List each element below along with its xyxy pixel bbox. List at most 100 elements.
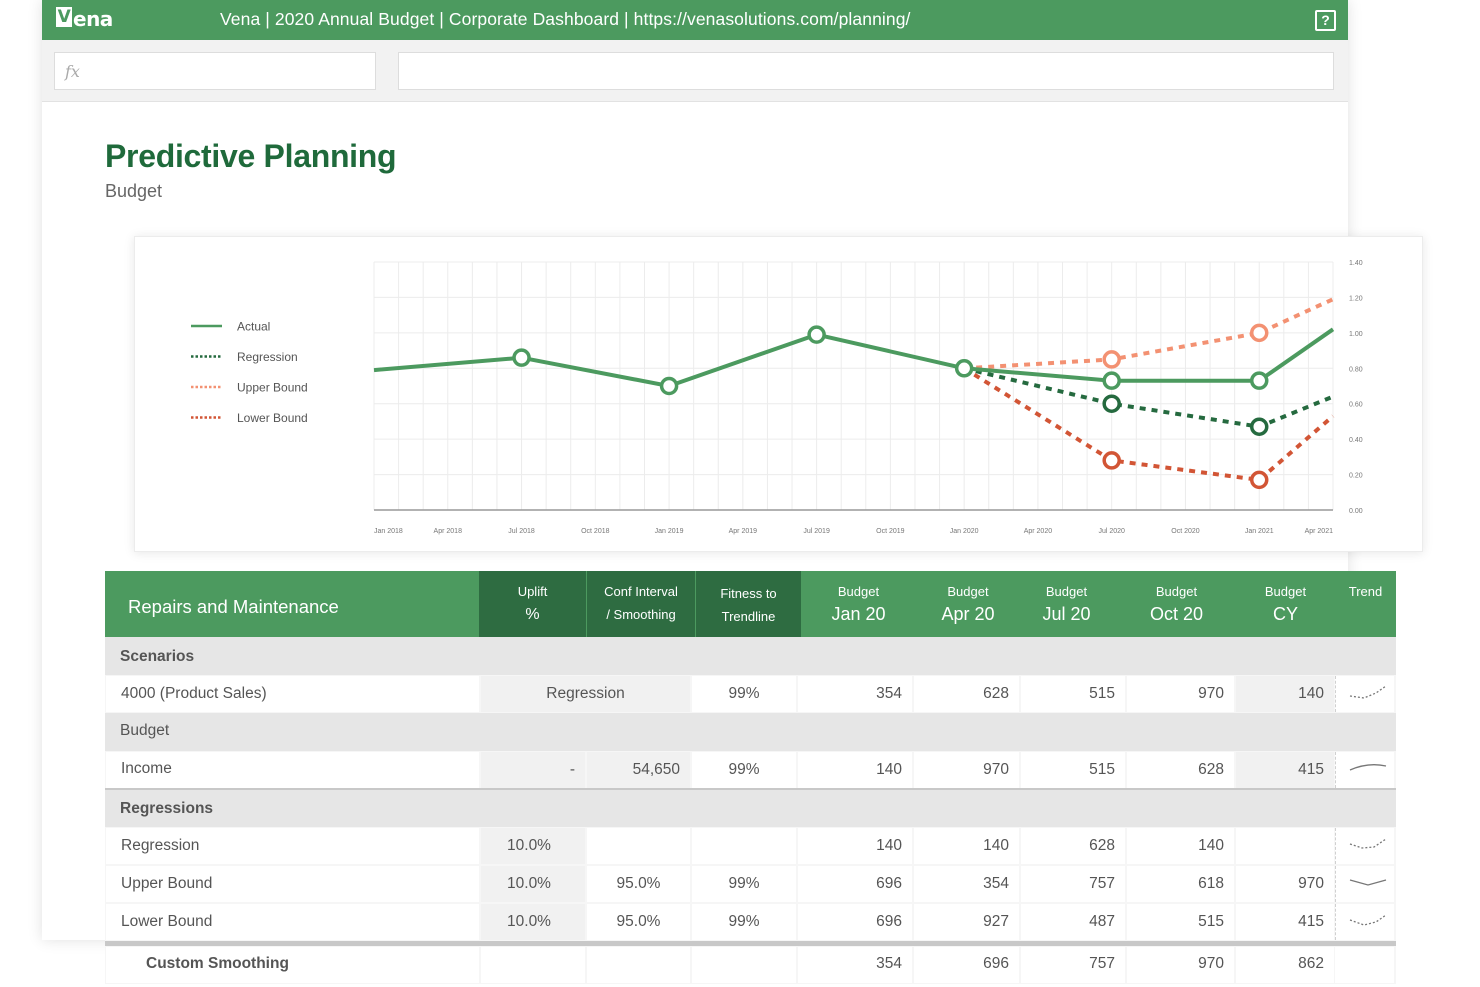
- cy-cell[interactable]: 140: [1236, 676, 1334, 712]
- jan-cell[interactable]: 696: [798, 904, 912, 940]
- fitness-cell[interactable]: 99%: [692, 676, 796, 712]
- apr-cell[interactable]: 970: [914, 752, 1019, 788]
- cy-cell[interactable]: 415: [1236, 904, 1334, 940]
- col-conf-interval[interactable]: Conf Interval / Smoothing: [587, 571, 695, 637]
- jan-cell[interactable]: 140: [798, 752, 912, 788]
- cy-cell[interactable]: [1236, 828, 1334, 864]
- oct-cell[interactable]: 140: [1127, 828, 1234, 864]
- data-point-actual: [807, 325, 826, 344]
- row-label[interactable]: Upper Bound: [106, 866, 479, 902]
- fitness-cell[interactable]: [692, 947, 796, 983]
- jul-cell[interactable]: 515: [1021, 676, 1125, 712]
- x-tick-label: Jul 2018: [508, 528, 535, 535]
- col-budget-apr[interactable]: Budget Apr 20: [914, 571, 1022, 637]
- smoothing-cell[interactable]: 54,650: [587, 752, 690, 788]
- table-row-income: Income - 54,650 99% 140 970 515 628 415: [105, 751, 1396, 789]
- apr-cell[interactable]: 628: [914, 676, 1019, 712]
- series-line-lower-bound: [963, 366, 1335, 482]
- jan-cell[interactable]: 696: [798, 866, 912, 902]
- x-tick-label: Apr 2020: [1024, 528, 1053, 535]
- forecast-line-chart: 0.00 0.20 0.40 0.60 0.80 1.00 1.20 1.40 Jan 2018…: [191, 260, 1363, 535]
- y-tick-label: 1.20: [1349, 295, 1363, 302]
- apr-cell[interactable]: 354: [914, 866, 1019, 902]
- table-row-product-sales: 4000 (Product Sales) Regression 99% 354 …: [105, 675, 1396, 713]
- fitness-cell[interactable]: 99%: [692, 904, 796, 940]
- jul-cell[interactable]: 515: [1021, 752, 1125, 788]
- col-jul-l1: Budget: [1045, 584, 1088, 599]
- x-tick-label: Oct 2018: [581, 528, 610, 535]
- legend-label: Lower Bound: [237, 411, 308, 425]
- jan-cell[interactable]: 140: [798, 828, 912, 864]
- col-uplift-l2: %: [525, 606, 540, 623]
- cy-cell[interactable]: 415: [1236, 752, 1334, 788]
- smoothing-cell[interactable]: 95.0%: [587, 904, 690, 940]
- formula-input[interactable]: [398, 52, 1334, 90]
- col-budget-jan[interactable]: Budget Jan 20: [805, 571, 912, 637]
- legend-label: Upper Bound: [237, 381, 308, 395]
- row-label[interactable]: Lower Bound: [106, 904, 479, 940]
- cy-cell[interactable]: 970: [1236, 866, 1334, 902]
- jul-cell[interactable]: 757: [1021, 947, 1125, 983]
- apr-cell[interactable]: 927: [914, 904, 1019, 940]
- apr-cell[interactable]: 696: [914, 947, 1019, 983]
- oct-cell[interactable]: 970: [1127, 676, 1234, 712]
- jul-cell[interactable]: 487: [1021, 904, 1125, 940]
- uplift-cell[interactable]: 10.0%: [481, 904, 585, 940]
- section-scenarios: Scenarios: [105, 637, 1396, 675]
- row-label[interactable]: Income: [106, 752, 479, 788]
- budget-table: Repairs and Maintenance Uplift % Conf In…: [105, 571, 1396, 987]
- fx-box[interactable]: fx: [54, 52, 376, 90]
- smoothing-cell[interactable]: 95.0%: [587, 866, 690, 902]
- fitness-cell[interactable]: [692, 828, 796, 864]
- col-budget-jul[interactable]: Budget Jul 20: [1013, 571, 1120, 637]
- oct-cell[interactable]: 515: [1127, 904, 1234, 940]
- data-point-actual: [1102, 371, 1121, 390]
- y-tick-label: 1.00: [1349, 331, 1363, 338]
- x-tick-label: Jul 2019: [803, 528, 830, 535]
- row-label[interactable]: Custom Smoothing: [106, 947, 479, 983]
- x-tick-label: Jan 2018: [374, 528, 403, 535]
- table-row-lower-bound: Lower Bound 10.0% 95.0% 99% 696 927 487 …: [105, 903, 1396, 941]
- jan-cell[interactable]: 354: [798, 676, 912, 712]
- fitness-cell[interactable]: 99%: [692, 866, 796, 902]
- jan-cell[interactable]: 354: [798, 947, 912, 983]
- oct-cell[interactable]: 628: [1127, 752, 1234, 788]
- col-budget-oct[interactable]: Budget Oct 20: [1123, 571, 1230, 637]
- col-budget-cy[interactable]: Budget CY: [1232, 571, 1339, 637]
- row-label[interactable]: 4000 (Product Sales): [106, 676, 479, 712]
- page-subtitle: Budget: [105, 181, 163, 201]
- x-tick-label: Apr 2019: [729, 528, 758, 535]
- table-title: Repairs and Maintenance: [128, 596, 339, 617]
- uplift-cell[interactable]: [481, 947, 585, 983]
- chart-card: 0.00 0.20 0.40 0.60 0.80 1.00 1.20 1.40 Jan 2018…: [134, 236, 1423, 552]
- method-cell[interactable]: Regression: [481, 676, 690, 712]
- cy-cell[interactable]: 862: [1236, 947, 1334, 983]
- data-point-lower-bound: [1102, 451, 1121, 470]
- data-point-actual: [954, 359, 974, 378]
- smoothing-cell[interactable]: [587, 947, 690, 983]
- smoothing-cell[interactable]: [587, 828, 690, 864]
- oct-cell[interactable]: 970: [1127, 947, 1234, 983]
- solid-arc-sparkline-icon: [1349, 764, 1387, 771]
- jul-cell[interactable]: 757: [1021, 866, 1125, 902]
- row-label[interactable]: Regression: [106, 828, 479, 864]
- col-trend[interactable]: Trend: [1338, 571, 1393, 637]
- fitness-cell[interactable]: 99%: [692, 752, 796, 788]
- y-tick-label: 0.00: [1349, 508, 1363, 515]
- jul-cell[interactable]: 628: [1021, 828, 1125, 864]
- page-title: Predictive Planning: [105, 138, 397, 174]
- logo-text: ena: [73, 7, 113, 31]
- col-oct-l2: Oct 20: [1149, 604, 1204, 624]
- data-point-actual: [1249, 371, 1269, 390]
- uplift-cell[interactable]: 10.0%: [481, 866, 585, 902]
- x-tick-label: Oct 2019: [876, 528, 905, 535]
- col-uplift[interactable]: Uplift %: [479, 571, 586, 637]
- oct-cell[interactable]: 618: [1127, 866, 1234, 902]
- uplift-cell[interactable]: -: [481, 752, 585, 788]
- col-jan-l1: Budget: [837, 584, 880, 599]
- apr-cell[interactable]: 140: [914, 828, 1019, 864]
- col-fitness[interactable]: Fitness to Trendline: [696, 571, 801, 637]
- uplift-cell[interactable]: 10.0%: [481, 828, 585, 864]
- y-tick-label: 0.60: [1349, 402, 1363, 409]
- help-icon[interactable]: ?: [1315, 10, 1336, 31]
